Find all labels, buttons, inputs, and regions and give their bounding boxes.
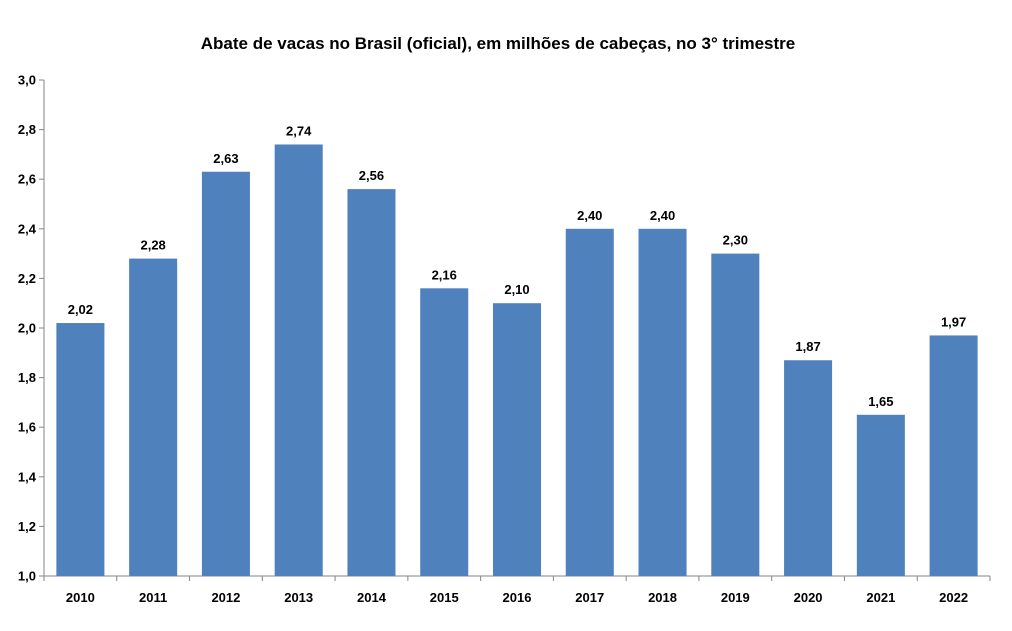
x-tick-label: 2022: [939, 590, 968, 605]
bar-2013: [274, 144, 323, 577]
bar-2012: [201, 171, 250, 576]
bar-2017: [565, 228, 614, 577]
bar-2020: [784, 360, 833, 576]
y-tick-label: 3,0: [18, 73, 36, 88]
bars: [56, 144, 978, 577]
y-tick-label: 1,2: [18, 519, 36, 534]
x-tick-label: 2012: [211, 590, 240, 605]
data-label: 2,10: [504, 282, 529, 297]
x-tick-label: 2016: [503, 590, 532, 605]
x-tick-label: 2011: [139, 590, 167, 605]
bar-2019: [711, 253, 760, 576]
bar-2015: [420, 288, 469, 576]
data-label: 2,16: [432, 267, 457, 282]
data-label: 2,40: [650, 208, 675, 223]
x-tick-label: 2017: [575, 590, 604, 605]
bar-2021: [856, 414, 905, 576]
bar-2010: [56, 323, 105, 576]
data-label: 1,87: [795, 339, 820, 354]
data-label: 2,74: [286, 123, 312, 138]
data-label: 2,56: [359, 168, 384, 183]
x-tick-label: 2021: [866, 590, 895, 605]
y-tick-label: 2,4: [18, 221, 37, 236]
y-tick-label: 2,2: [18, 271, 36, 286]
data-label: 1,97: [941, 314, 966, 329]
data-labels: 2,02 2,28 2,63 2,74 2,56 2,16 2,10 2,40 2,40 2,30…: [68, 123, 967, 408]
bar-2018: [638, 228, 687, 577]
bar-2014: [347, 189, 396, 576]
bar-2022: [929, 335, 978, 576]
x-tick-label: 2010: [66, 590, 95, 605]
x-tick-label: 2013: [284, 590, 313, 605]
y-tick-label: 1,4: [18, 469, 37, 484]
x-tick-label: 2019: [721, 590, 750, 605]
bar-2016: [492, 303, 542, 576]
x-tick-label: 2014: [357, 590, 387, 605]
x-tick-label: 2020: [794, 590, 823, 605]
y-tick-label: 2,6: [18, 172, 36, 187]
data-label: 2,40: [577, 208, 602, 223]
y-tick-label: 1,8: [18, 370, 36, 385]
data-label: 2,30: [723, 233, 748, 248]
x-axis: 2010 2011 2012 2013 2014 2015 2016 2017 2018 2019…: [43, 575, 991, 605]
data-label: 2,02: [68, 302, 93, 317]
x-tick-label: 2018: [648, 590, 677, 605]
x-tick-label: 2015: [430, 590, 459, 605]
bar-2011: [129, 258, 178, 576]
data-label: 1,65: [868, 394, 893, 409]
data-label: 2,63: [213, 151, 238, 166]
y-axis: 1,0 1,2 1,4 1,6 1,8 2,0 2,2 2,4 2,6 2,8 3,0: [18, 73, 45, 584]
data-label: 2,28: [140, 238, 165, 253]
y-tick-label: 1,0: [18, 569, 36, 584]
y-tick-label: 2,0: [18, 321, 36, 336]
y-tick-label: 1,6: [18, 420, 36, 435]
y-tick-label: 2,8: [18, 122, 36, 137]
chart-title: Abate de vacas no Brasil (oficial), em m…: [201, 34, 795, 53]
